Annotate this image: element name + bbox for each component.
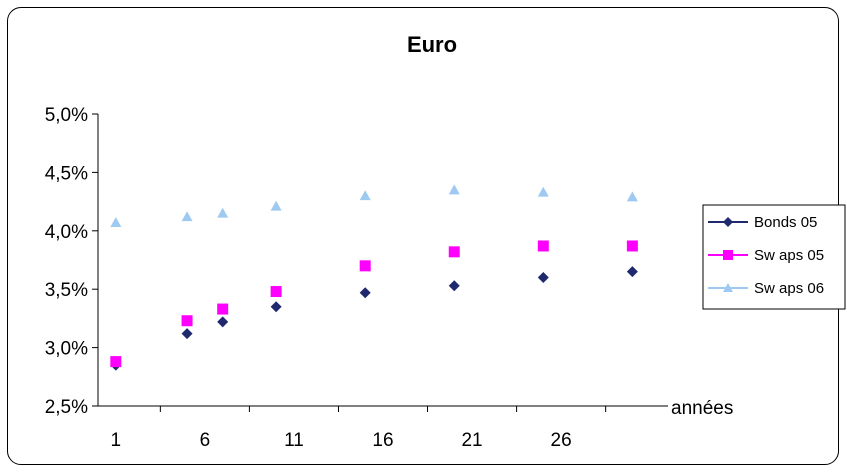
data-points — [110, 184, 638, 371]
data-point — [626, 191, 638, 202]
axes — [92, 113, 668, 412]
data-point — [537, 240, 549, 252]
data-point — [217, 303, 229, 315]
y-tick-label: 3,0% — [45, 339, 88, 360]
legend-item: Bonds 05 — [708, 214, 817, 231]
data-point — [448, 280, 460, 292]
data-point — [181, 328, 193, 340]
x-tick-label: 16 — [372, 430, 393, 451]
y-tick-label: 2,5% — [45, 397, 88, 418]
legend-label: Bonds 05 — [754, 214, 817, 231]
x-tick-label: 1 — [111, 430, 122, 451]
y-tick-label: 4,0% — [45, 222, 88, 243]
data-point — [270, 200, 282, 211]
data-point — [181, 315, 193, 327]
legend-item: Sw aps 05 — [708, 247, 824, 264]
data-point — [110, 356, 122, 368]
legend-marker — [723, 217, 733, 227]
legend-marker — [723, 250, 733, 260]
x-tick-label: 26 — [551, 430, 572, 451]
chart-frame — [7, 7, 839, 465]
data-point — [217, 207, 229, 218]
x-tick-label: 6 — [200, 430, 211, 451]
x-tick-label: 21 — [461, 430, 482, 451]
data-point — [359, 260, 371, 272]
series-3 — [110, 184, 638, 228]
data-point — [359, 287, 371, 299]
series-1 — [110, 266, 638, 371]
data-point — [270, 301, 282, 313]
y-tick-label: 5,0% — [45, 105, 88, 126]
data-point — [448, 246, 460, 258]
tick-labels: 2,5%3,0%3,5%4,0%4,5%5,0%1 6 11 16 21 26 — [45, 105, 572, 451]
data-point — [359, 190, 371, 201]
data-point — [448, 184, 460, 195]
data-point — [270, 286, 282, 298]
legend-label: Sw aps 05 — [754, 247, 824, 264]
series-2 — [110, 240, 638, 368]
y-tick-label: 4,5% — [45, 163, 88, 184]
data-point — [110, 217, 122, 228]
x-tick-label: 11 — [284, 430, 304, 451]
data-point — [537, 272, 549, 284]
data-point — [626, 266, 638, 278]
data-point — [217, 316, 229, 328]
data-point — [626, 240, 638, 252]
legend-label: Sw aps 06 — [754, 280, 824, 297]
chart-title: Euro — [407, 32, 457, 57]
legend-item: Sw aps 06 — [708, 280, 824, 297]
x-axis-label: années — [671, 398, 733, 419]
data-point — [181, 211, 193, 222]
legend-marker — [723, 283, 733, 292]
legend: Bonds 05 Sw aps 05 Sw aps 06 — [702, 204, 846, 310]
data-point — [537, 186, 549, 197]
y-tick-label: 3,5% — [45, 280, 88, 301]
